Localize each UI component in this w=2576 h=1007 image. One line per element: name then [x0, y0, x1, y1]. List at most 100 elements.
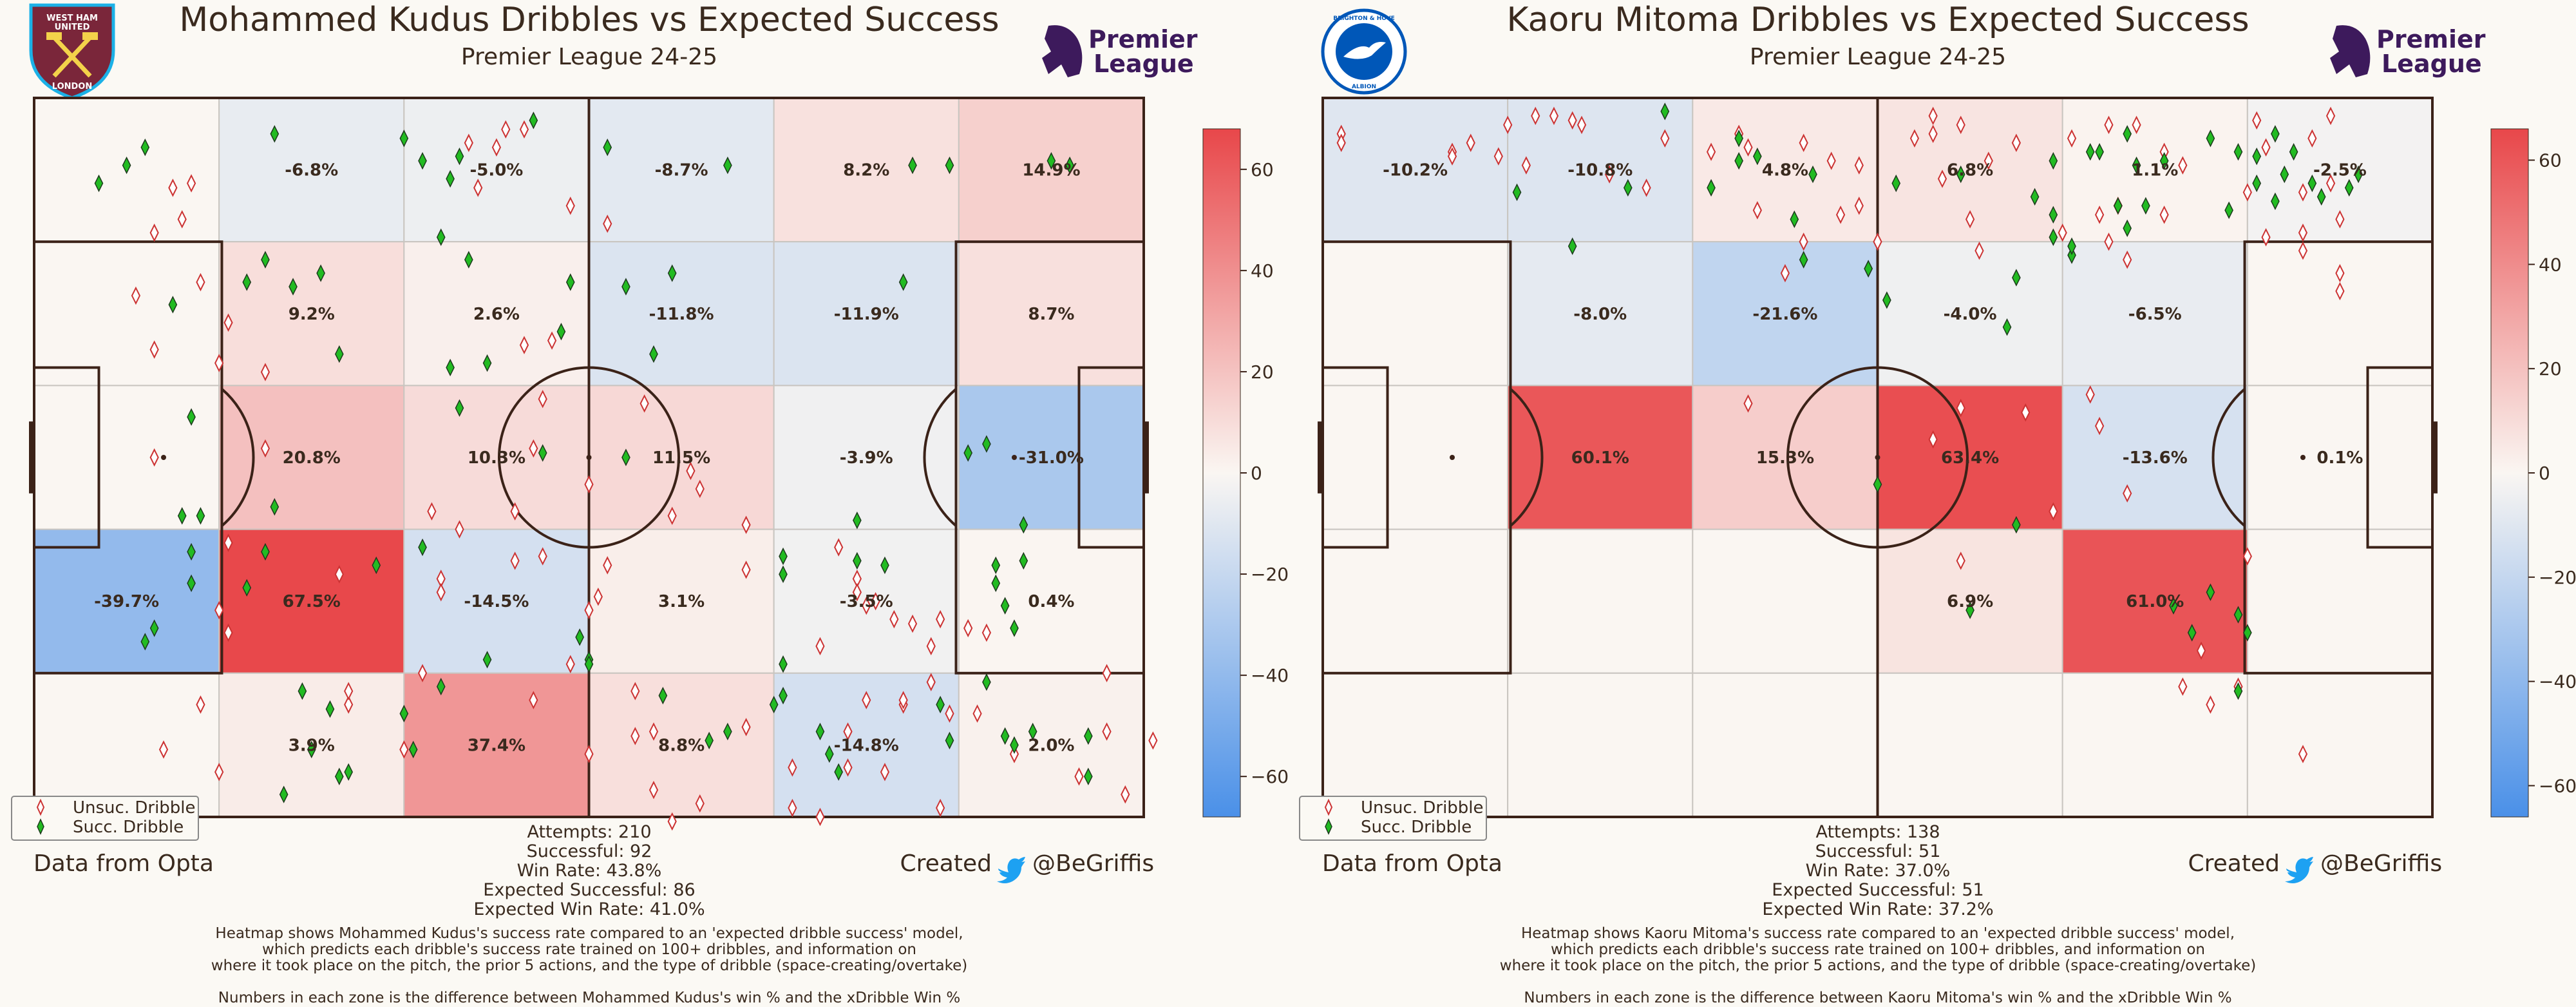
successful-dribble-marker	[436, 228, 446, 246]
unsuccessful-dribble-marker	[788, 758, 797, 777]
successful-dribble-marker	[2132, 156, 2141, 175]
unsuccessful-dribble-marker	[2159, 206, 2169, 224]
unsuccessful-dribble-marker	[149, 340, 159, 359]
unsuccessful-dribble-marker	[510, 551, 520, 570]
unsuccessful-dribble-marker	[2085, 385, 2095, 404]
successful-dribble-marker	[1065, 156, 1074, 175]
unsuccessful-dribble-marker	[455, 520, 464, 539]
successful-dribble-marker	[556, 323, 566, 341]
heatmap-zone	[958, 241, 1145, 387]
successful-dribble-marker	[2067, 246, 2076, 264]
unsuccessful-dribble-marker	[1956, 551, 1965, 570]
successful-dribble-marker	[603, 139, 612, 157]
successful-dribble-marker	[446, 169, 455, 188]
unsuccessful-dribble-marker	[223, 313, 233, 332]
successful-dribble-marker	[705, 731, 714, 750]
successful-dribble-marker	[1864, 260, 1873, 278]
colorbar-tick-label: 20	[2539, 358, 2562, 379]
stat-attempts-mitoma: Attempts: 138	[1815, 822, 1940, 842]
successful-dribble-marker	[2354, 165, 2363, 184]
unsuccessful-dribble-marker	[1121, 785, 1130, 804]
unsuccessful-dribble-marker	[1466, 133, 1475, 152]
unsuccessful-dribble-marker	[2178, 677, 2188, 696]
successful-dribble-marker	[1882, 291, 1891, 309]
dribble-markers-kudus	[94, 111, 1158, 831]
unsuccessful-dribble-marker	[1752, 201, 1762, 220]
unsuccessful-dribble-marker	[565, 197, 575, 215]
note-line-2-mitoma: which predicts each dribble's success ra…	[1551, 941, 2205, 958]
heatmap-zone	[33, 672, 220, 818]
colorbar-tick-label: −20	[2539, 567, 2576, 588]
heatmap-zone	[1877, 385, 2063, 530]
colorbar-gradient-kudus	[1202, 128, 1241, 818]
unsuccessful-dribble-marker	[2049, 502, 2058, 521]
pitch-lines-kudus	[29, 97, 1149, 818]
heatmap-zone	[588, 672, 775, 818]
successful-dribble-marker	[196, 506, 205, 525]
unsuccessful-dribble-marker	[1660, 129, 1670, 148]
colorbar-mitoma: 60 40 20 0 −20 −40 −60	[2490, 128, 2576, 818]
legend-unsuccessful-label: Unsuc. Dribble	[73, 798, 196, 818]
panel-kudus: WEST HAM UNITED LONDON Mohammed Kudus Dr…	[11, 1, 1289, 1006]
successful-dribble-marker	[1028, 722, 1037, 741]
zone-value-label: 6.8%	[1947, 161, 1993, 180]
unsuccessful-dribble-marker	[1854, 156, 1864, 175]
successful-dribble-marker	[1707, 178, 1716, 197]
legend-unsuccessful-marker	[1324, 798, 1333, 816]
twitter-icon	[997, 857, 1025, 883]
notes-kudus: Heatmap shows Mohammed Kudus's success r…	[211, 925, 967, 1006]
unsuccessful-dribble-marker	[1928, 106, 1938, 126]
unsuccessful-dribble-marker	[741, 515, 751, 534]
successful-dribble-marker	[621, 448, 630, 466]
successful-dribble-marker	[2012, 515, 2021, 534]
unsuccessful-dribble-marker	[427, 502, 437, 521]
unsuccessful-dribble-marker	[473, 178, 483, 197]
successful-dribble-marker	[344, 763, 354, 781]
unsuccessful-dribble-marker	[1102, 722, 1112, 741]
unsuccessful-dribble-marker	[2123, 250, 2132, 269]
successful-dribble-marker	[325, 700, 335, 718]
successful-dribble-marker	[991, 574, 1001, 592]
zone-value-label: 4.8%	[1762, 161, 1808, 180]
colorbar-ticks-mitoma: 60 40 20 0 −20 −40 −60	[2528, 150, 2576, 796]
unsuccessful-dribble-marker	[815, 637, 825, 656]
successful-dribble-marker	[1000, 597, 1010, 615]
zone-value-label: -14.5%	[464, 592, 529, 611]
unsuccessful-dribble-marker	[1780, 264, 1790, 283]
unsuccessful-dribble-marker	[741, 718, 751, 736]
unsuccessful-dribble-marker	[1928, 124, 1938, 144]
successful-dribble-marker	[824, 745, 834, 763]
zone-value-label: -2.5%	[2313, 161, 2367, 180]
successful-dribble-marker	[1734, 129, 1743, 148]
note-line-5-mitoma: Numbers in each zone is the difference b…	[1524, 990, 2231, 1006]
zone-value-label: 67.5%	[283, 592, 341, 611]
successful-dribble-marker	[1623, 178, 1633, 197]
legend-box-kudus	[11, 796, 199, 841]
successful-dribble-marker	[982, 673, 991, 691]
unsuccessful-dribble-marker	[1826, 151, 1836, 170]
heatmap-zone	[2246, 385, 2433, 530]
penalty-arc-left	[1510, 388, 1544, 527]
unsuccessful-dribble-marker	[1854, 197, 1864, 215]
heatmap-zone	[1322, 97, 1509, 243]
unsuccessful-dribble-marker	[686, 461, 696, 481]
successful-dribble-marker	[2049, 151, 2058, 170]
crest-hammer-head-right	[82, 32, 98, 40]
heatmap-zone	[773, 241, 960, 387]
colorbar-tick-label: 40	[2539, 254, 2562, 275]
unsuccessful-dribble-marker	[2067, 129, 2077, 148]
successful-dribble-marker	[2159, 151, 2169, 170]
unsuccessful-dribble-marker	[196, 273, 205, 292]
crest-line3: LONDON	[52, 82, 92, 91]
successful-dribble-marker	[898, 273, 908, 291]
unsuccessful-dribble-marker	[2261, 138, 2271, 157]
unsuccessful-dribble-marker	[2104, 232, 2114, 251]
legend-successful-label: Succ. Dribble	[73, 818, 184, 837]
successful-dribble-marker	[334, 767, 344, 785]
colorbar-gradient-mitoma	[2490, 128, 2529, 818]
unsuccessful-dribble-marker	[1521, 156, 1531, 175]
successful-dribble-marker	[1873, 475, 1882, 494]
west-ham-crest-logo: WEST HAM UNITED LONDON	[29, 3, 115, 100]
successful-dribble-marker	[2233, 606, 2243, 624]
stat-successful-mitoma: Successful: 51	[1815, 841, 1941, 861]
